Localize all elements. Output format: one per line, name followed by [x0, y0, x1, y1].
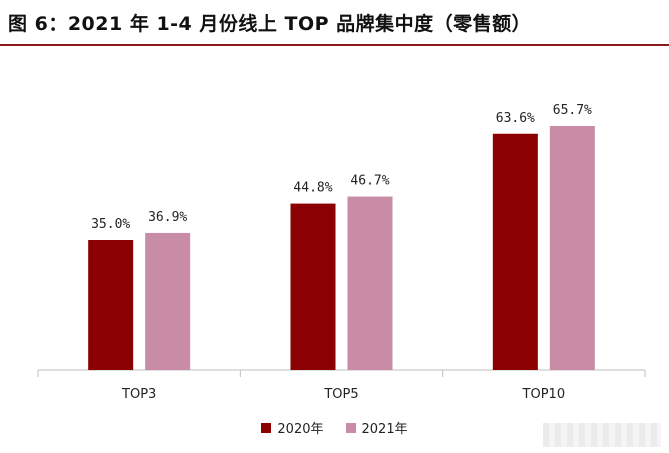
title-divider: [0, 44, 669, 46]
bar-top5-2021: [347, 196, 393, 370]
legend-swatch-2020: [261, 422, 272, 433]
data-label-top10-2020: 63.6%: [496, 111, 535, 126]
bar-top3-2020: [88, 240, 134, 370]
bar-top10-2021: [549, 125, 595, 370]
bar-top3-2021: [145, 232, 191, 370]
data-label-top3-2020: 35.0%: [91, 217, 130, 232]
legend-label-2020: 2020年: [277, 422, 324, 437]
bar-top10-2020: [492, 133, 538, 370]
data-label-top5-2021: 46.7%: [350, 174, 389, 189]
x-tick-label-top10: TOP10: [522, 387, 566, 402]
chart-title: 图 6：2021 年 1-4 月份线上 TOP 品牌集中度（零售额）: [8, 12, 532, 35]
bar-chart: 35.0% 36.9% TOP3 44.8% 46.7% TOP5 63.6% 65.7% TO…: [37, 103, 646, 402]
x-tick-label-top5: TOP5: [323, 387, 358, 402]
bar-top5-2020: [290, 203, 336, 370]
legend-label-2021: 2021年: [361, 422, 408, 437]
data-label-top5-2020: 44.8%: [293, 181, 332, 196]
x-tick-label-top3: TOP3: [121, 387, 156, 402]
legend-item-2020: 2020年: [261, 418, 324, 437]
watermark: [543, 423, 661, 447]
title-bar: 图 6：2021 年 1-4 月份线上 TOP 品牌集中度（零售额）: [0, 0, 669, 44]
legend-swatch-2021: [345, 422, 356, 433]
data-label-top10-2021: 65.7%: [553, 103, 592, 118]
legend-item-2021: 2021年: [345, 418, 408, 437]
data-label-top3-2021: 36.9%: [148, 210, 187, 225]
legend: 2020年 2021年: [0, 418, 669, 437]
